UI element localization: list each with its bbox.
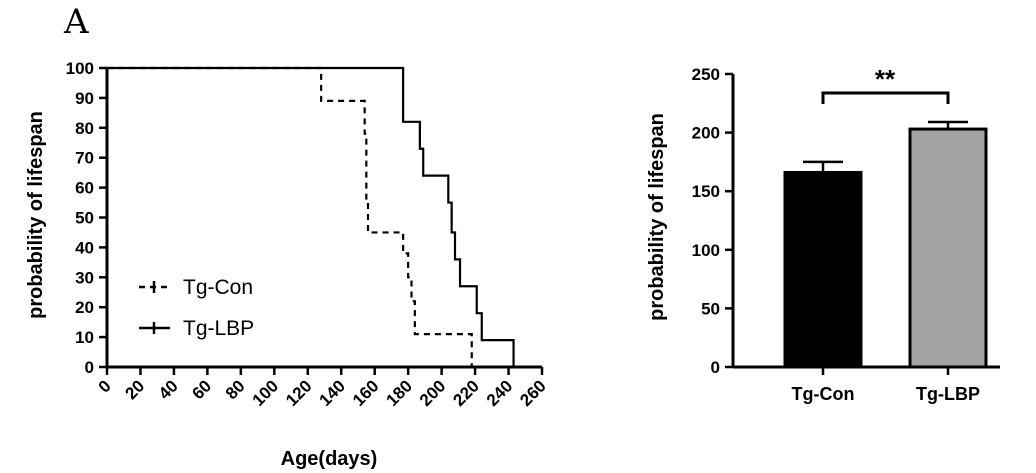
survival-x-tick-label: 60 (188, 376, 215, 403)
significance-label: ** (875, 64, 896, 94)
survival-curve-tg-con (107, 66, 473, 367)
survival-x-tick-label: 80 (222, 376, 249, 403)
survival-x-tick-label: 260 (516, 376, 549, 409)
survival-y-tick-label: 50 (75, 209, 94, 228)
survival-x-tick-label: 120 (282, 376, 315, 409)
survival-x-tick-label: 140 (316, 376, 349, 409)
survival-x-tick-label: 220 (449, 376, 482, 409)
survival-x-tick-label: 0 (95, 376, 115, 396)
survival-y-tick-label: 10 (75, 328, 94, 347)
survival-y-tick-label: 0 (85, 358, 94, 377)
survival-y-tick-label: 100 (66, 59, 94, 78)
survival-y-tick-label: 90 (75, 89, 94, 108)
legend-label-tg-con: Tg-Con (183, 276, 253, 299)
bar-y-tick-label: 250 (692, 65, 720, 84)
survival-x-tick-label: 40 (155, 376, 182, 403)
legend-label-tg-lbp: Tg-LBP (183, 317, 254, 340)
survival-y-tick-label: 40 (75, 238, 94, 257)
bar-y-tick-label: 200 (692, 124, 720, 143)
survival-x-tick-label: 180 (382, 376, 415, 409)
survival-y-tick-label: 30 (75, 268, 94, 287)
legend-item-tg-lbp: Tg-LBP (139, 317, 254, 340)
legend-item-tg-con: Tg-Con (139, 276, 253, 299)
survival-curves (107, 66, 515, 367)
bar-y-axis-title: probability of lifespan (646, 113, 668, 321)
survival-x-axis-title: Age(days) (281, 448, 378, 470)
survival-y-axis-title: probability of lifespan (25, 111, 47, 319)
bar-category-label: Tg-LBP (916, 384, 980, 404)
survival-curve-tg-lbp (107, 66, 515, 367)
survival-y-tick-label: 70 (75, 149, 94, 168)
significance-bracket-line (821, 91, 950, 104)
panel-letter: A (63, 2, 89, 42)
bar-tg-lbp (908, 127, 988, 369)
survival-x-tick-label: 20 (121, 376, 148, 403)
bar-y-tick-label: 0 (711, 358, 720, 377)
survival-x-tick-label: 240 (483, 376, 516, 409)
survival-y-tick-label: 20 (75, 298, 94, 317)
bar-y-tick-label: 100 (692, 241, 720, 260)
bar-y-tick-label: 50 (701, 299, 720, 318)
bar-series: Tg-Con Tg-LBP (783, 120, 988, 404)
bar-category-label: Tg-Con (792, 384, 855, 404)
survival-x-tick-label: 100 (249, 376, 282, 409)
bar-y-tick-label: 150 (692, 182, 720, 201)
survival-x-tick-label: 160 (349, 376, 382, 409)
bar-tg-con (783, 170, 863, 369)
bar-axes: 0 50 100 150 200 250 (692, 65, 1000, 377)
survival-x-tick-label: 200 (416, 376, 449, 409)
survival-y-tick-label: 80 (75, 119, 94, 138)
survival-legend: Tg-Con Tg-LBP (139, 276, 254, 340)
survival-y-tick-label: 60 (75, 179, 94, 198)
lifespan-bar-chart: probability of lifespan 050100150200250 … (646, 64, 1000, 404)
significance-bracket: ** (821, 64, 950, 104)
